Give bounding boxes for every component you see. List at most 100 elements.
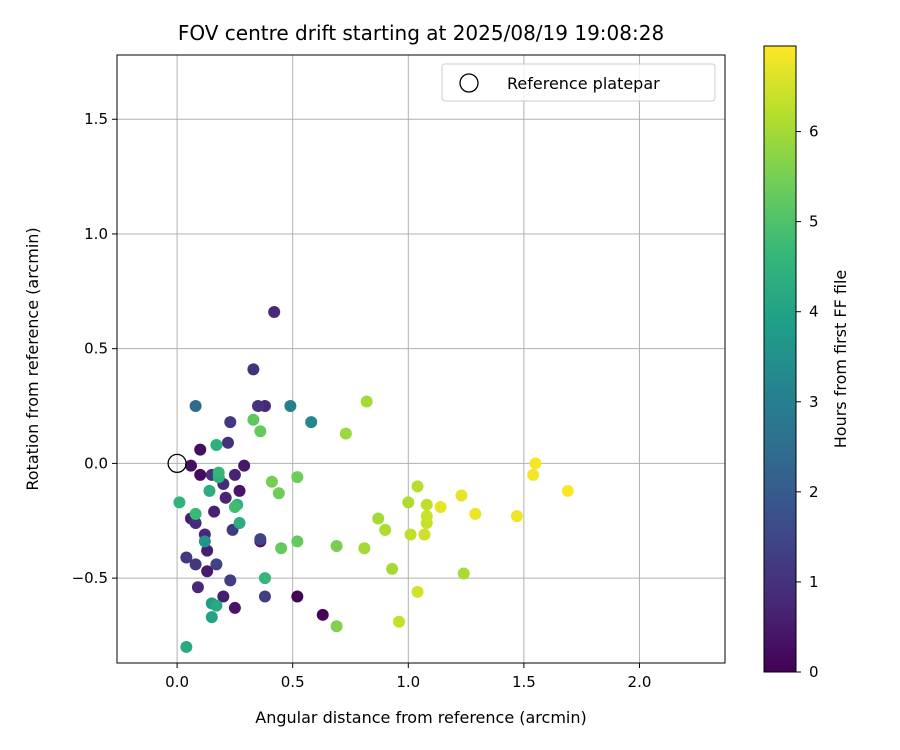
colorbar-tick-label: 6 [809,123,819,141]
legend: Reference platepar [441,63,716,102]
colorbar-label: Hours from first FF file [831,270,850,449]
data-point [420,498,433,511]
data-point [386,562,399,575]
data-point [316,608,329,621]
x-tick-label: 0.0 [165,673,189,691]
colorbar-ticks: 0 1 2 3 4 5 6 [796,123,819,681]
data-point [330,539,343,552]
x-tick-label: 1.5 [512,673,536,691]
data-point [379,523,392,536]
data-point [330,620,343,633]
data-point [173,496,186,509]
colorbar-tick-label: 3 [809,393,819,411]
colorbar-tick-label: 5 [809,213,819,231]
data-point [284,400,297,413]
data-point [272,487,285,500]
data-point [291,535,304,548]
data-point [268,305,281,318]
data-point [527,468,540,481]
reference-marker [167,453,187,474]
data-point [203,484,216,497]
data-point [339,427,352,440]
x-tick-label: 0.5 [281,673,305,691]
data-point [455,489,468,502]
data-point [258,590,271,603]
data-point [189,517,202,530]
data-point [205,611,218,624]
data-point [228,500,241,513]
y-axis-ticks: −0.5 0.0 0.5 1.0 1.5 [72,110,117,587]
data-point [411,585,424,598]
data-point [247,413,260,426]
data-point [254,533,267,546]
colorbar-tick-label: 4 [809,303,819,321]
plot-frame [116,54,726,664]
data-point [275,542,288,555]
data-point [418,528,431,541]
y-tick-label: 1.5 [84,110,108,128]
data-point [254,425,267,438]
data-point [233,484,246,497]
data-point [194,468,207,481]
data-point [247,363,260,376]
data-point [561,484,574,497]
chart-title: FOV centre drift starting at 2025/08/19 … [178,21,664,45]
data-point [184,459,197,472]
data-point [201,544,214,557]
data-point [180,640,193,653]
data-point [372,512,385,525]
data-point [402,496,415,509]
x-tick-label: 1.0 [396,673,420,691]
legend-ref-label: Reference platepar [507,74,660,93]
data-point [194,443,207,456]
legend-box [441,63,716,102]
data-point [212,466,225,479]
data-point [252,400,265,413]
data-point [469,507,482,520]
data-point [358,542,371,555]
data-point [198,535,211,548]
data-point [217,590,230,603]
x-axis-ticks: 0.0 0.5 1.0 1.5 2.0 [165,663,651,691]
data-point [258,572,271,585]
data-point [420,517,433,530]
grid-lines [117,55,725,663]
data-point [208,505,221,518]
data-point [238,459,251,472]
reference-platepar-marker [167,453,187,474]
data-point [360,395,373,408]
data-point [291,590,304,603]
data-point [210,558,223,571]
data-point [228,601,241,614]
data-point [393,615,406,628]
data-point [457,567,470,580]
data-point [305,416,318,429]
data-point [180,551,193,564]
data-point [219,491,232,504]
data-point [210,439,223,452]
data-point [510,510,523,523]
data-point [291,471,304,484]
data-point [411,480,424,493]
data-point [529,457,542,470]
data-point [191,581,204,594]
data-point [224,416,237,429]
data-point [228,468,241,481]
data-point [189,558,202,571]
data-point [189,507,202,520]
colorbar-tick-label: 2 [809,483,819,501]
data-point [224,574,237,587]
colorbar-tick-label: 1 [809,573,819,591]
data-point [265,475,278,488]
x-tick-label: 2.0 [628,673,652,691]
y-tick-label: 0.0 [84,454,108,472]
colorbar-tick-label: 0 [809,663,819,681]
data-point [189,400,202,413]
data-point [210,599,223,612]
data-point [233,517,246,530]
y-tick-label: 1.0 [84,225,108,243]
legend-ref-marker-icon [459,73,479,93]
y-tick-label: −0.5 [72,569,108,587]
x-axis-label: Angular distance from reference (arcmin) [255,708,586,727]
